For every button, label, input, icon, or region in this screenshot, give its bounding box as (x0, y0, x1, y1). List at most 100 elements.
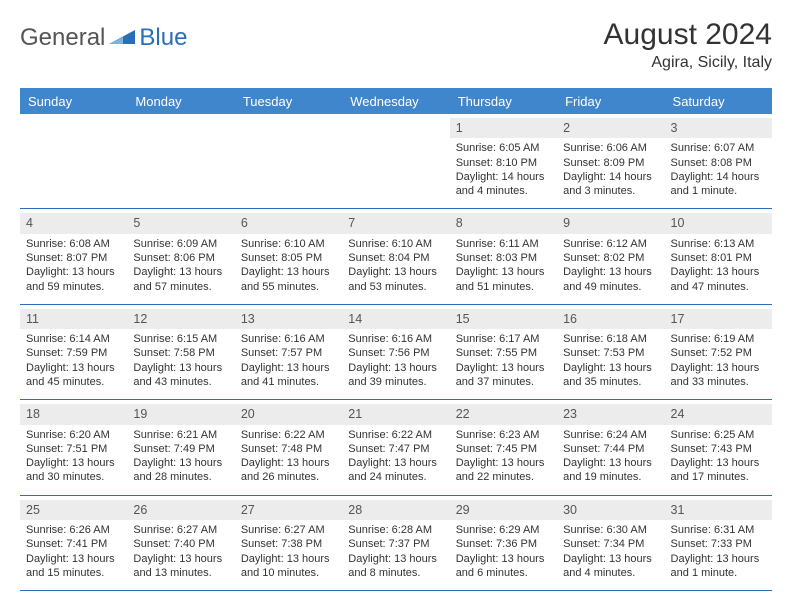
day-number: 14 (342, 309, 449, 329)
day-cell: 7Sunrise: 6:10 AMSunset: 8:04 PMDaylight… (342, 209, 449, 303)
day-number: 10 (665, 213, 772, 233)
daylight-text-2: and 41 minutes. (241, 375, 336, 389)
daylight-text-2: and 17 minutes. (671, 470, 766, 484)
day-number: 8 (450, 213, 557, 233)
sunset-text: Sunset: 8:10 PM (456, 156, 551, 170)
daylight-text-1: Daylight: 13 hours (26, 265, 121, 279)
daylight-text-2: and 19 minutes. (563, 470, 658, 484)
daylight-text-1: Daylight: 13 hours (348, 456, 443, 470)
day-cell: 21Sunrise: 6:22 AMSunset: 7:47 PMDayligh… (342, 400, 449, 494)
daylight-text-2: and 3 minutes. (563, 184, 658, 198)
weeks-container: 1Sunrise: 6:05 AMSunset: 8:10 PMDaylight… (20, 114, 772, 591)
day-cell: 9 Sunrise: 6:12 AMSunset: 8:02 PMDaylight… (557, 209, 664, 303)
daylight-text-1: Daylight: 14 hours (456, 170, 551, 184)
daylight-text-2: and 1 minute. (671, 184, 766, 198)
day-number: 24 (665, 404, 772, 424)
sunrise-text: Sunrise: 6:15 AM (133, 332, 228, 346)
day-cell: 2Sunrise: 6:06 AMSunset: 8:09 PMDaylight… (557, 114, 664, 208)
daylight-text-2: and 26 minutes. (241, 470, 336, 484)
daylight-text-1: Daylight: 14 hours (563, 170, 658, 184)
daylight-text-1: Daylight: 13 hours (348, 361, 443, 375)
day-number: 12 (127, 309, 234, 329)
brand-text-2: Blue (139, 24, 187, 52)
day-cell: 28Sunrise: 6:28 AMSunset: 7:37 PMDayligh… (342, 496, 449, 590)
daylight-text-1: Daylight: 13 hours (241, 265, 336, 279)
sunset-text: Sunset: 7:53 PM (563, 346, 658, 360)
sunset-text: Sunset: 8:09 PM (563, 156, 658, 170)
sunrise-text: Sunrise: 6:09 AM (133, 237, 228, 251)
weekday-header: Saturday (665, 88, 772, 114)
sunset-text: Sunset: 8:04 PM (348, 251, 443, 265)
daylight-text-1: Daylight: 13 hours (456, 265, 551, 279)
day-number: 16 (557, 309, 664, 329)
daylight-text-2: and 1 minute. (671, 566, 766, 580)
sunrise-text: Sunrise: 6:22 AM (348, 428, 443, 442)
week-row: 11Sunrise: 6:14 AMSunset: 7:59 PMDayligh… (20, 305, 772, 400)
sunset-text: Sunset: 7:51 PM (26, 442, 121, 456)
daylight-text-1: Daylight: 13 hours (241, 552, 336, 566)
day-cell: 26Sunrise: 6:27 AMSunset: 7:40 PMDayligh… (127, 496, 234, 590)
sunrise-text: Sunrise: 6:12 AM (563, 237, 658, 251)
day-cell: 12Sunrise: 6:15 AMSunset: 7:58 PMDayligh… (127, 305, 234, 399)
daylight-text-1: Daylight: 13 hours (133, 265, 228, 279)
daylight-text-1: Daylight: 13 hours (563, 265, 658, 279)
daylight-text-2: and 39 minutes. (348, 375, 443, 389)
sunrise-text: Sunrise: 6:27 AM (133, 523, 228, 537)
daylight-text-2: and 8 minutes. (348, 566, 443, 580)
day-number: 19 (127, 404, 234, 424)
daylight-text-1: Daylight: 13 hours (348, 265, 443, 279)
day-cell: 30Sunrise: 6:30 AMSunset: 7:34 PMDayligh… (557, 496, 664, 590)
weekday-header: Friday (557, 88, 664, 114)
daylight-text-2: and 13 minutes. (133, 566, 228, 580)
daylight-text-2: and 57 minutes. (133, 280, 228, 294)
daylight-text-2: and 37 minutes. (456, 375, 551, 389)
day-cell: 14Sunrise: 6:16 AMSunset: 7:56 PMDayligh… (342, 305, 449, 399)
location-subtitle: Agira, Sicily, Italy (604, 54, 772, 72)
empty-cell (342, 114, 449, 208)
day-number: 15 (450, 309, 557, 329)
day-number: 22 (450, 404, 557, 424)
daylight-text-2: and 47 minutes. (671, 280, 766, 294)
daylight-text-1: Daylight: 13 hours (563, 552, 658, 566)
sunset-text: Sunset: 7:37 PM (348, 537, 443, 551)
sunset-text: Sunset: 7:47 PM (348, 442, 443, 456)
day-cell: 16Sunrise: 6:18 AMSunset: 7:53 PMDayligh… (557, 305, 664, 399)
sunset-text: Sunset: 7:55 PM (456, 346, 551, 360)
sunset-text: Sunset: 8:03 PM (456, 251, 551, 265)
day-cell: 5 Sunrise: 6:09 AMSunset: 8:06 PMDaylight… (127, 209, 234, 303)
daylight-text-2: and 43 minutes. (133, 375, 228, 389)
day-cell: 1Sunrise: 6:05 AMSunset: 8:10 PMDaylight… (450, 114, 557, 208)
daylight-text-2: and 30 minutes. (26, 470, 121, 484)
sunrise-text: Sunrise: 6:28 AM (348, 523, 443, 537)
weekday-header: Wednesday (342, 88, 449, 114)
sunset-text: Sunset: 8:06 PM (133, 251, 228, 265)
daylight-text-2: and 15 minutes. (26, 566, 121, 580)
day-cell: 20Sunrise: 6:22 AMSunset: 7:48 PMDayligh… (235, 400, 342, 494)
daylight-text-1: Daylight: 13 hours (671, 265, 766, 279)
sunrise-text: Sunrise: 6:16 AM (241, 332, 336, 346)
weekday-header: Tuesday (235, 88, 342, 114)
day-cell: 25Sunrise: 6:26 AMSunset: 7:41 PMDayligh… (20, 496, 127, 590)
daylight-text-1: Daylight: 13 hours (26, 361, 121, 375)
day-number: 20 (235, 404, 342, 424)
page-header: General Blue August 2024 Agira, Sicily, … (20, 18, 772, 72)
weekday-header: Thursday (450, 88, 557, 114)
daylight-text-2: and 28 minutes. (133, 470, 228, 484)
day-number: 13 (235, 309, 342, 329)
day-number: 5 (127, 213, 234, 233)
daylight-text-2: and 6 minutes. (456, 566, 551, 580)
day-number: 30 (557, 500, 664, 520)
day-number: 6 (235, 213, 342, 233)
sunset-text: Sunset: 7:33 PM (671, 537, 766, 551)
daylight-text-1: Daylight: 13 hours (241, 456, 336, 470)
sunset-text: Sunset: 8:02 PM (563, 251, 658, 265)
daylight-text-1: Daylight: 13 hours (241, 361, 336, 375)
day-number: 27 (235, 500, 342, 520)
sunset-text: Sunset: 7:57 PM (241, 346, 336, 360)
sunrise-text: Sunrise: 6:20 AM (26, 428, 121, 442)
weekday-header: Monday (127, 88, 234, 114)
sunrise-text: Sunrise: 6:07 AM (671, 141, 766, 155)
sunset-text: Sunset: 8:08 PM (671, 156, 766, 170)
day-cell: 31Sunrise: 6:31 AMSunset: 7:33 PMDayligh… (665, 496, 772, 590)
day-number: 9 (557, 213, 664, 233)
